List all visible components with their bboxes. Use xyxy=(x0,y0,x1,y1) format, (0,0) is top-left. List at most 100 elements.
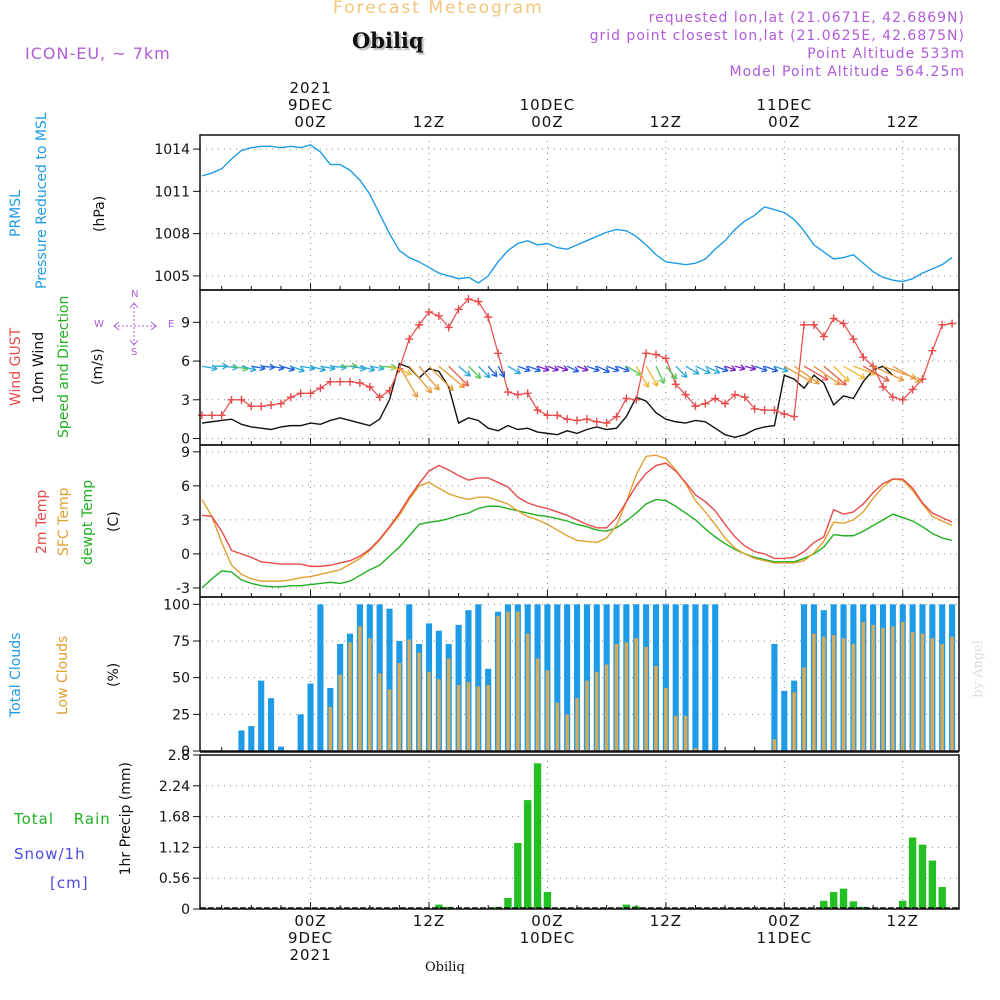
low-cloud-bar xyxy=(555,702,560,751)
top-time-label-text: 00Z xyxy=(531,113,564,131)
gust-point xyxy=(257,402,266,411)
wind-direction-arrow xyxy=(389,365,413,376)
low-cloud-bar xyxy=(930,638,935,751)
low-cloud-bar xyxy=(525,633,530,751)
gust-point xyxy=(474,297,483,306)
gust-point xyxy=(622,394,631,403)
low-cloud-bar xyxy=(624,642,629,751)
bottom-time-label-text: 11DEC xyxy=(756,929,813,947)
low-cloud-bar xyxy=(585,680,589,751)
low-cloud-bar xyxy=(447,658,451,751)
gust-point xyxy=(237,395,246,404)
gust-point xyxy=(197,411,206,420)
wind-direction-arrow xyxy=(635,365,650,388)
low-cloud-bar xyxy=(634,638,638,751)
low-cloud-bar xyxy=(831,635,836,751)
low-cloud-bar xyxy=(427,671,431,751)
gust-point xyxy=(553,411,562,420)
total-cloud-bar xyxy=(781,690,788,751)
gust-point xyxy=(464,295,473,304)
low-cloud-bar xyxy=(693,748,698,751)
low-cloud-bar xyxy=(407,639,411,751)
top-time-label-text: 2021 xyxy=(289,79,332,97)
top-time-label-text: 9DEC xyxy=(288,96,334,114)
gust-point xyxy=(730,390,739,399)
low-cloud-bar xyxy=(595,671,599,751)
grid-coords: grid point closest lon,lat (21.0625E, 42… xyxy=(589,28,965,44)
low-cloud-bar xyxy=(417,652,421,751)
total-cloud-bar xyxy=(672,604,679,751)
wind-direction-arrow xyxy=(349,364,367,372)
bottom-time-label-text: 12Z xyxy=(886,912,919,930)
gust-point xyxy=(207,411,216,420)
y-tick-label: 50 xyxy=(172,671,190,687)
y-tick-label: 9 xyxy=(181,315,190,331)
wind-direction-arrow xyxy=(448,365,470,387)
low-cloud-bar xyxy=(437,679,441,751)
total-rain-label: Total Rain xyxy=(14,810,111,828)
point-altitude: Point Altitude 533m xyxy=(807,46,965,62)
gust-point xyxy=(651,350,660,359)
low-cloud-bar xyxy=(496,616,500,751)
wind-direction-arrow xyxy=(576,365,589,372)
total-cloud-bar xyxy=(583,604,590,751)
wind-direction-arrow xyxy=(705,365,721,374)
wind-direction-arrow xyxy=(398,365,419,399)
low-cloud-bar xyxy=(377,673,382,751)
low-cloud-bar xyxy=(338,674,342,751)
gust-point xyxy=(415,320,424,329)
precip-bar xyxy=(859,906,867,909)
y-tick-label: 100 xyxy=(163,597,190,613)
gust-point xyxy=(760,406,769,415)
low-cloud-bar xyxy=(683,715,688,751)
gust-point xyxy=(543,411,552,420)
low-cloud-bar xyxy=(940,643,944,751)
low-cloud-bar xyxy=(604,664,609,751)
wind-direction-arrow xyxy=(566,365,580,373)
y-tick-label: 0 xyxy=(181,547,190,563)
low-cloud-bar xyxy=(486,685,490,751)
y-tick-label: -3 xyxy=(176,581,190,597)
gust-point xyxy=(671,380,680,389)
gust-point xyxy=(612,412,621,421)
low-cloud-bar xyxy=(901,621,905,751)
precip-bar xyxy=(938,887,946,909)
low-cloud-bar xyxy=(802,667,806,751)
gust-point xyxy=(434,311,443,320)
panel-frame xyxy=(199,596,960,752)
y-tick-label: 2.24 xyxy=(159,779,190,795)
low-cloud-bar xyxy=(792,692,796,751)
gust-point xyxy=(484,313,493,322)
gust-point xyxy=(829,314,838,323)
gust-point xyxy=(296,389,305,398)
wind-direction-arrow xyxy=(645,365,659,387)
precip-bar xyxy=(543,891,552,909)
wind-direction-arrow xyxy=(754,365,768,373)
precip-bar xyxy=(533,763,542,909)
top-time-label-text: 12Z xyxy=(649,113,683,131)
wind-direction-arrow xyxy=(487,365,498,378)
wind-direction-arrow xyxy=(744,364,757,372)
wind-direction-arrow xyxy=(458,365,471,377)
total-cloud-bar xyxy=(702,604,709,751)
bottom-time-label: 12Z xyxy=(626,913,706,930)
total-cloud-bar xyxy=(465,610,472,751)
low-cloud-bar xyxy=(910,632,915,751)
bottom-time-label-text: 9DEC xyxy=(288,929,334,947)
gust-point xyxy=(375,393,384,402)
gust-point xyxy=(217,411,226,420)
gust-point xyxy=(513,390,522,399)
low-cloud-bar xyxy=(644,646,648,751)
top-time-label-text: 11DEC xyxy=(756,96,813,114)
total-cloud-bar xyxy=(317,604,324,751)
low-cloud-bar xyxy=(387,689,392,751)
wind-direction-arrow xyxy=(596,365,611,374)
compass-north: N xyxy=(131,289,139,300)
low-cloud-bar xyxy=(348,642,352,751)
gust-point xyxy=(869,362,878,371)
total-cloud-bar xyxy=(682,604,689,751)
low-cloud-bar xyxy=(476,686,481,751)
wind-direction-arrow xyxy=(517,365,531,373)
low-cloud-bar xyxy=(545,670,550,751)
